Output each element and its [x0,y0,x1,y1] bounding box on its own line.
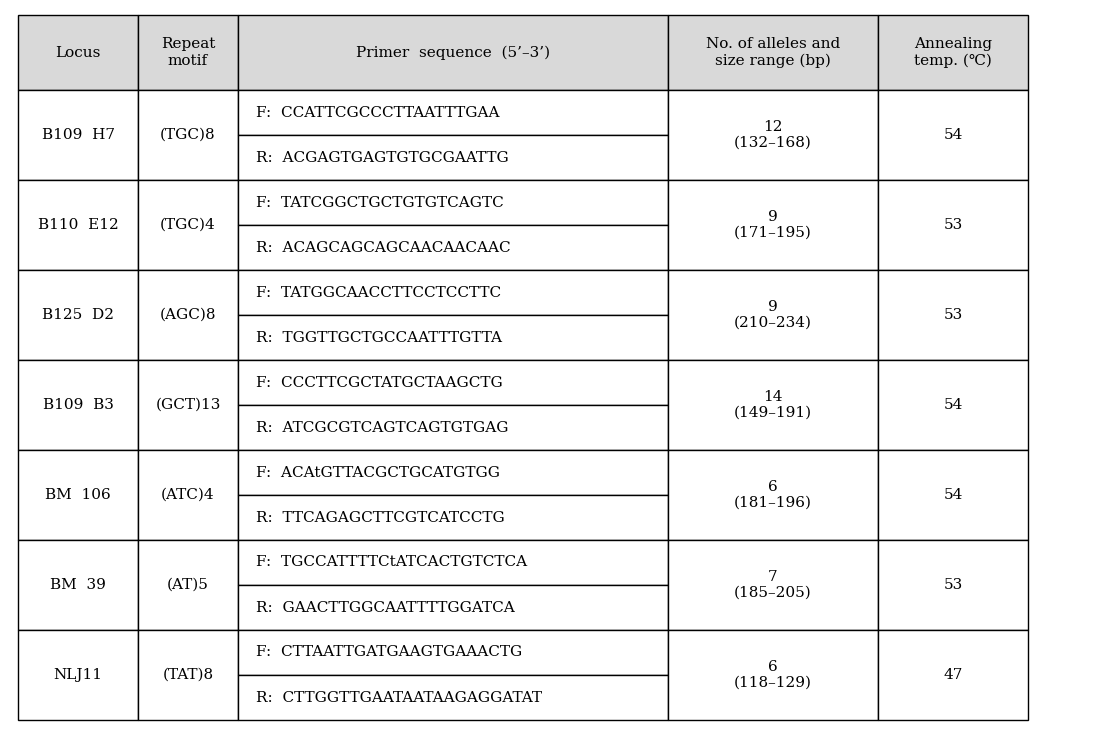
Text: 54: 54 [943,128,963,142]
Bar [238,225,668,270]
Text: R:  ACGAGTGAGTGTGCGAATTG: R: ACGAGTGAGTGTGCGAATTG [256,150,508,165]
Text: (AT)5: (AT)5 [167,578,208,592]
Bar [18,630,138,720]
Text: 7
(185–205): 7 (185–205) [735,570,812,600]
Text: R:  ACAGCAGCAGCAACAACAAC: R: ACAGCAGCAGCAACAACAAC [256,241,511,254]
Bar [238,135,668,180]
Text: 53: 53 [943,308,963,322]
Text: R:  TTCAGAGCTTCGTCATCCTG: R: TTCAGAGCTTCGTCATCCTG [256,510,505,524]
Text: 6
(118–129): 6 (118–129) [733,660,812,690]
Text: (GCT)13: (GCT)13 [156,398,221,412]
Text: F:  TATCGGCTGCTGTGTCAGTC: F: TATCGGCTGCTGTGTCAGTC [256,195,504,209]
Bar [668,450,878,540]
Text: B109  B3: B109 B3 [43,398,114,412]
Bar [238,315,668,360]
Bar [238,15,668,90]
Bar [878,15,1028,90]
Bar [138,450,238,540]
Bar [668,540,878,630]
Bar [238,360,668,405]
Text: 54: 54 [943,488,963,502]
Text: 9
(171–195): 9 (171–195) [735,210,812,240]
Text: 53: 53 [943,218,963,232]
Bar [238,630,668,675]
Text: Annealing
temp. (℃): Annealing temp. (℃) [914,37,992,68]
Text: R:  CTTGGTTGAATAATAAGAGGATAT: R: CTTGGTTGAATAATAAGAGGATAT [256,690,542,704]
Text: B110  E12: B110 E12 [38,218,118,232]
Text: (TAT)8: (TAT)8 [162,668,214,682]
Bar [238,675,668,720]
Text: R:  ATCGCGTCAGTCAGTGTGAG: R: ATCGCGTCAGTCAGTGTGAG [256,421,508,434]
Bar [878,180,1028,270]
Bar [18,360,138,450]
Bar [138,360,238,450]
Text: 14
(149–191): 14 (149–191) [733,390,812,420]
Bar [238,90,668,135]
Bar [138,180,238,270]
Text: 9
(210–234): 9 (210–234) [733,300,812,330]
Text: 6
(181–196): 6 (181–196) [733,480,812,510]
Bar [238,495,668,540]
Text: R:  GAACTTGGCAATTTTGGATCA: R: GAACTTGGCAATTTTGGATCA [256,601,515,615]
Bar [668,90,878,180]
Text: Primer  sequence  (5’–3’): Primer sequence (5’–3’) [356,45,550,60]
Text: B125  D2: B125 D2 [42,308,114,322]
Bar [668,630,878,720]
Text: No. of alleles and
size range (bp): No. of alleles and size range (bp) [706,37,840,68]
Bar [138,540,238,630]
Text: NLJ11: NLJ11 [54,668,103,682]
Text: BM  106: BM 106 [45,488,111,502]
Bar [18,270,138,360]
Bar [668,15,878,90]
Text: F:  CCATTCGCCCTTAATTTGAA: F: CCATTCGCCCTTAATTTGAA [256,106,500,120]
Text: 12
(132–168): 12 (132–168) [735,120,812,150]
Bar [238,585,668,630]
Bar [238,180,668,225]
Bar [238,405,668,450]
Text: F:  CTTAATTGATGAAGTGAAACTG: F: CTTAATTGATGAAGTGAAACTG [256,645,522,660]
Bar [878,540,1028,630]
Bar [138,630,238,720]
Text: F:  TATGGCAACCTTCCTCCTTC: F: TATGGCAACCTTCCTCCTTC [256,286,501,300]
Bar [878,90,1028,180]
Text: Repeat
motif: Repeat motif [161,37,215,68]
Bar [668,180,878,270]
Bar [878,360,1028,450]
Text: F:  CCCTTCGCTATGCTAAGCTG: F: CCCTTCGCTATGCTAAGCTG [256,375,503,389]
Bar [18,180,138,270]
Text: (TGC)8: (TGC)8 [160,128,216,142]
Text: 54: 54 [943,398,963,412]
Bar [668,360,878,450]
Bar [878,270,1028,360]
Bar [18,540,138,630]
Bar [18,90,138,180]
Text: Locus: Locus [55,45,100,60]
Text: 47: 47 [943,668,963,682]
Bar [238,540,668,585]
Text: (TGC)4: (TGC)4 [160,218,216,232]
Text: B109  H7: B109 H7 [42,128,115,142]
Text: F:  ACAtGTTACGCTGCATGTGG: F: ACAtGTTACGCTGCATGTGG [256,466,500,480]
Bar [18,450,138,540]
Bar [138,270,238,360]
Text: (ATC)4: (ATC)4 [161,488,215,502]
Bar [18,15,138,90]
Text: 53: 53 [943,578,963,592]
Bar [668,270,878,360]
Bar [878,450,1028,540]
Bar [238,450,668,495]
Bar [878,630,1028,720]
Text: R:  TGGTTGCTGCCAATTTGTTA: R: TGGTTGCTGCCAATTTGTTA [256,330,502,345]
Text: (AGC)8: (AGC)8 [160,308,216,322]
Bar [238,270,668,315]
Bar [138,15,238,90]
Text: F:  TGCCATTTTCtATCACTGTCTCA: F: TGCCATTTTCtATCACTGTCTCA [256,555,527,569]
Text: BM  39: BM 39 [50,578,106,592]
Bar [138,90,238,180]
